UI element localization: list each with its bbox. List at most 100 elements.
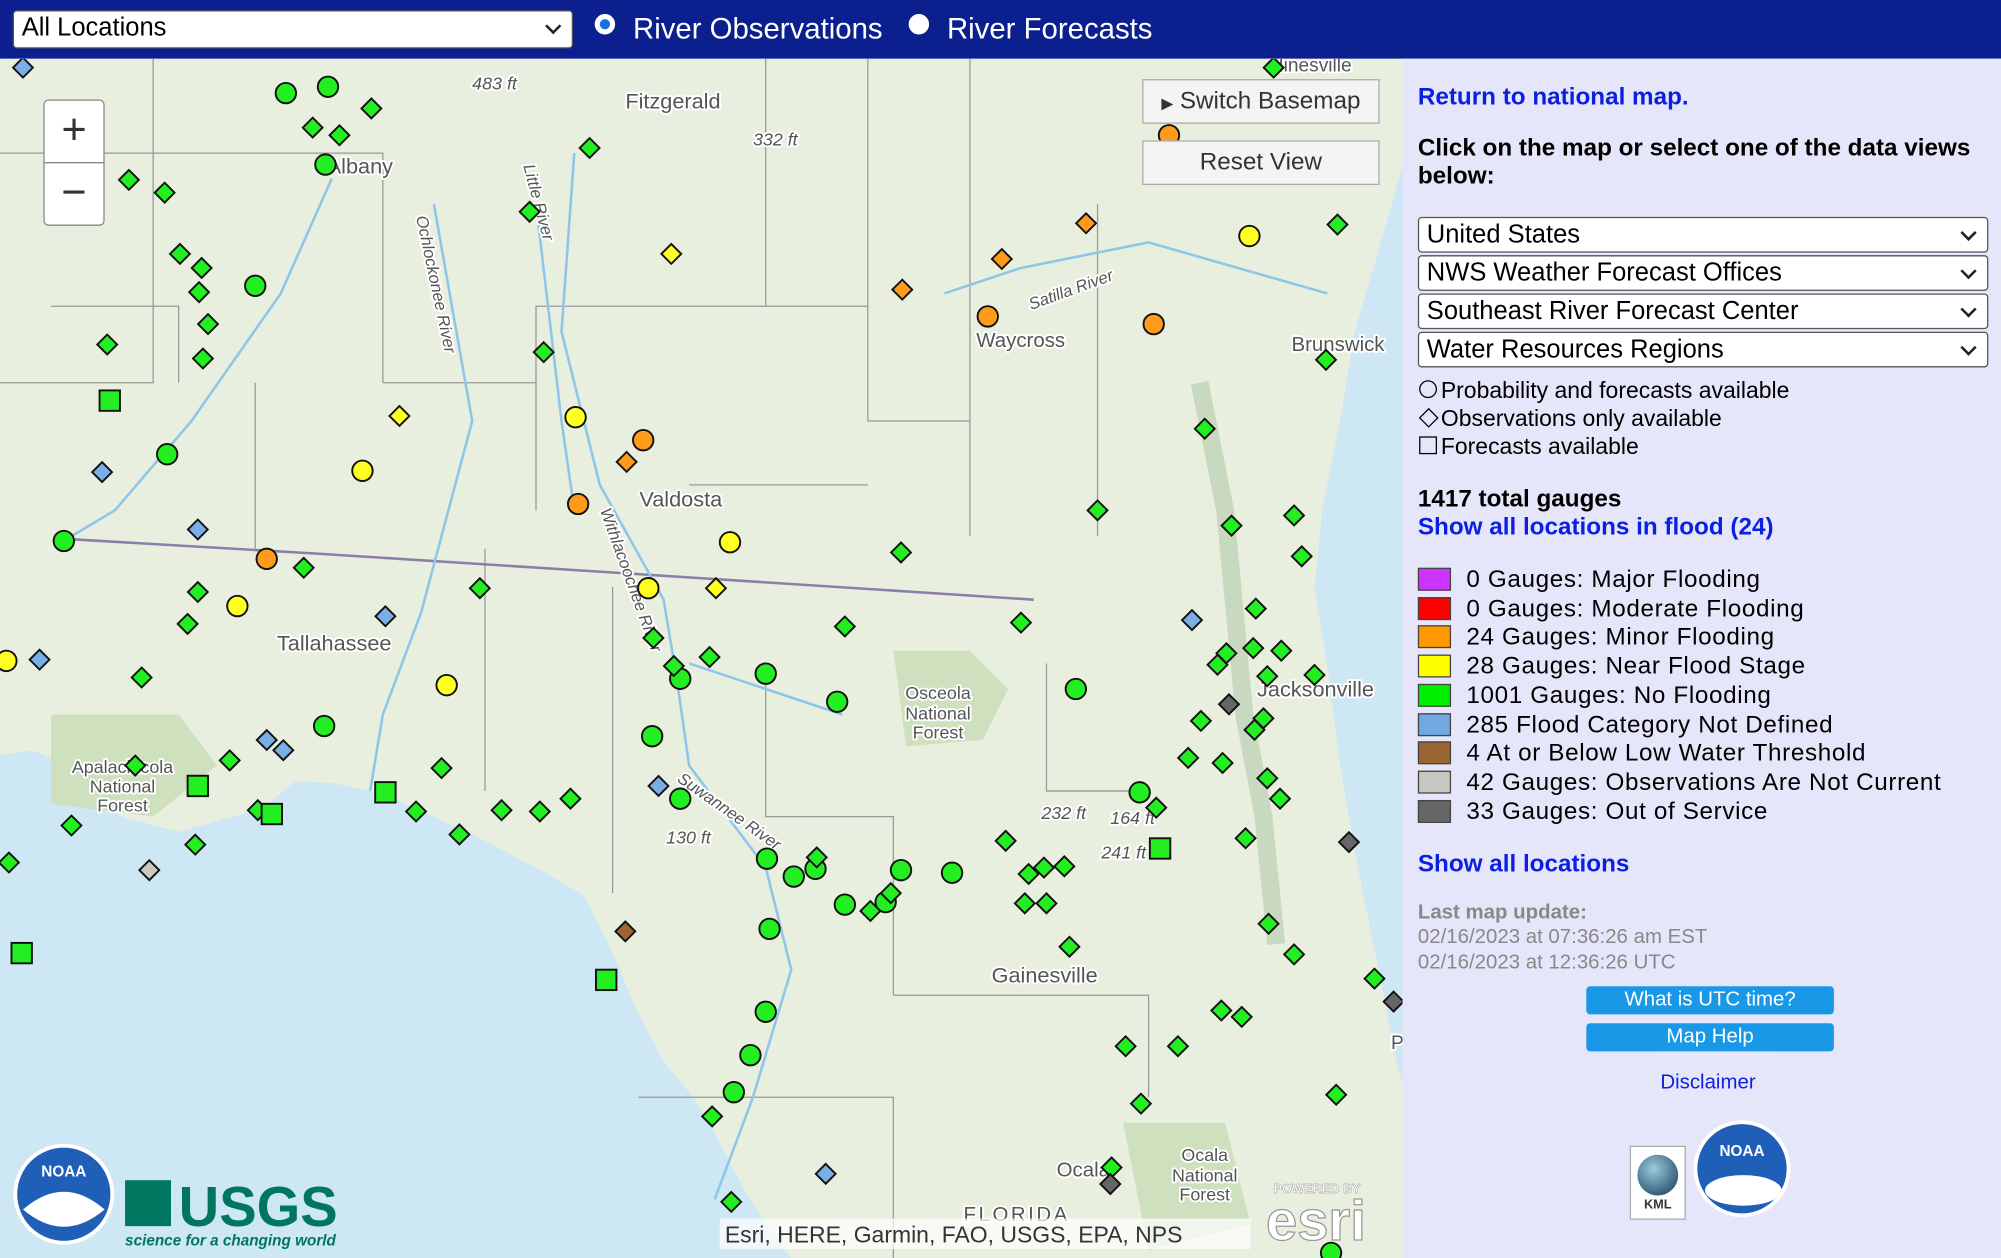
gauge-marker[interactable] — [1324, 1083, 1348, 1106]
switch-basemap[interactable]: ▶ Switch Basemap — [1142, 79, 1380, 124]
gauge-marker[interactable] — [292, 556, 316, 580]
gauge-marker[interactable] — [1303, 663, 1326, 687]
radio-button[interactable] — [908, 14, 930, 35]
gauge-marker[interactable] — [1148, 837, 1172, 860]
gauge-marker[interactable] — [890, 278, 914, 301]
gauge-marker[interactable] — [642, 626, 665, 650]
gauge-marker[interactable] — [1180, 608, 1204, 632]
gauge-marker[interactable] — [374, 781, 397, 804]
gauge-marker[interactable] — [1144, 796, 1168, 819]
gauge-marker[interactable] — [95, 333, 119, 356]
gauge-marker[interactable] — [1166, 1034, 1190, 1058]
gauge-marker[interactable] — [1290, 545, 1314, 568]
location-select[interactable]: All Locations — [12, 10, 574, 49]
gauge-marker[interactable] — [1210, 999, 1233, 1022]
gauge-marker[interactable] — [1176, 746, 1200, 770]
gauge-marker[interactable] — [1262, 58, 1285, 79]
gauge-marker[interactable] — [564, 406, 587, 429]
gauge-marker[interactable] — [52, 529, 75, 553]
gauge-marker[interactable] — [805, 846, 829, 869]
gauge-marker[interactable] — [814, 1162, 837, 1186]
gauge-marker[interactable] — [662, 654, 686, 678]
gauge-marker[interactable] — [1319, 1241, 1343, 1258]
gauge-marker[interactable] — [153, 181, 176, 204]
gauge-marker[interactable] — [1255, 664, 1279, 688]
gauge-marker[interactable] — [718, 531, 742, 554]
gauge-marker[interactable] — [1382, 990, 1403, 1013]
gauge-marker[interactable] — [0, 649, 18, 673]
gauge-marker[interactable] — [566, 492, 590, 516]
gauge-marker[interactable] — [1282, 943, 1306, 966]
gauge-marker[interactable] — [1206, 653, 1229, 677]
gauge-marker[interactable] — [1217, 693, 1241, 716]
gauge-marker[interactable] — [312, 714, 336, 738]
gauge-marker[interactable] — [316, 75, 340, 98]
gauge-marker[interactable] — [755, 847, 779, 870]
gauge-marker[interactable] — [117, 168, 141, 192]
gauge-marker[interactable] — [578, 136, 601, 160]
gauge-marker[interactable] — [388, 404, 411, 428]
gauge-marker[interactable] — [468, 576, 492, 600]
gauge-marker[interactable] — [1035, 892, 1058, 915]
gauge-marker[interactable] — [1114, 1034, 1137, 1058]
gauge-marker[interactable] — [1270, 639, 1293, 662]
zoom-out[interactable]: − — [43, 162, 105, 226]
kml-icon[interactable]: KML — [1629, 1145, 1686, 1220]
gauge-marker[interactable] — [660, 242, 683, 266]
gauge-marker[interactable] — [889, 858, 913, 882]
gauge-marker[interactable] — [448, 823, 471, 846]
gauge-marker[interactable] — [754, 1000, 777, 1023]
gauge-marker[interactable] — [833, 615, 857, 638]
gauge-marker[interactable] — [274, 81, 298, 105]
gauge-marker[interactable] — [889, 541, 913, 564]
view-select[interactable]: NWS Weather Forecast Offices — [1417, 255, 1989, 291]
view-select[interactable]: Southeast River Forecast Center — [1417, 293, 1989, 330]
view-select[interactable]: Water Resources Regions — [1417, 331, 1989, 368]
gauge-marker[interactable] — [1129, 1092, 1153, 1115]
gauge-marker[interactable] — [1053, 855, 1076, 878]
gauge-marker[interactable] — [704, 576, 728, 600]
gauge-marker[interactable] — [168, 242, 192, 266]
gauge-marker[interactable] — [1268, 787, 1292, 810]
gauge-marker[interactable] — [255, 728, 279, 752]
gauge-marker[interactable] — [190, 256, 213, 280]
gauge-marker[interactable] — [1086, 499, 1109, 522]
gauge-marker[interactable] — [430, 756, 453, 780]
gauge-marker[interactable] — [754, 662, 777, 685]
gauge-marker[interactable] — [698, 645, 721, 669]
gauge-marker[interactable] — [90, 460, 114, 484]
gauge-marker[interactable] — [314, 153, 337, 176]
gauge-marker[interactable] — [301, 116, 324, 139]
gauge-marker[interactable] — [123, 754, 147, 777]
gauge-marker[interactable] — [196, 312, 220, 336]
gauge-marker[interactable] — [1142, 312, 1165, 336]
gauge-marker[interactable] — [615, 450, 638, 474]
gauge-marker[interactable] — [351, 459, 374, 482]
gauge-marker[interactable] — [244, 274, 267, 297]
map[interactable]: Fitzgerald Albany Valdosta Tallahassee W… — [0, 58, 1403, 1258]
all-locations-link[interactable]: Show all locations — [1417, 851, 1630, 878]
gauge-marker[interactable] — [1241, 636, 1265, 660]
gauge-marker[interactable] — [156, 443, 179, 466]
gauge-marker[interactable] — [1314, 348, 1338, 372]
zoom-in[interactable]: + — [43, 99, 105, 164]
gauge-marker[interactable] — [647, 774, 670, 798]
gauge-marker[interactable] — [700, 1105, 724, 1128]
gauge-marker[interactable] — [632, 429, 655, 452]
gauge-marker[interactable] — [186, 580, 210, 604]
map-canvas[interactable]: Fitzgerald Albany Valdosta Tallahassee W… — [0, 58, 1403, 1258]
gauge-marker[interactable] — [255, 547, 278, 571]
gauge-marker[interactable] — [130, 666, 153, 689]
gauge-marker[interactable] — [360, 97, 383, 120]
disclaimer-link[interactable]: Disclaimer — [1660, 1071, 1756, 1094]
gauge-marker[interactable] — [1234, 826, 1257, 850]
flood-link[interactable]: Show all locations in flood (24) — [1417, 514, 1774, 541]
gauge-marker[interactable] — [1363, 967, 1386, 990]
gauge-marker[interactable] — [490, 798, 513, 822]
gauge-marker[interactable] — [1064, 677, 1088, 701]
gauge-marker[interactable] — [879, 881, 903, 905]
gauge-marker[interactable] — [532, 340, 555, 364]
radio-button[interactable] — [594, 14, 616, 35]
gauge-marker[interactable] — [187, 280, 211, 304]
gauge-marker[interactable] — [1326, 213, 1349, 236]
